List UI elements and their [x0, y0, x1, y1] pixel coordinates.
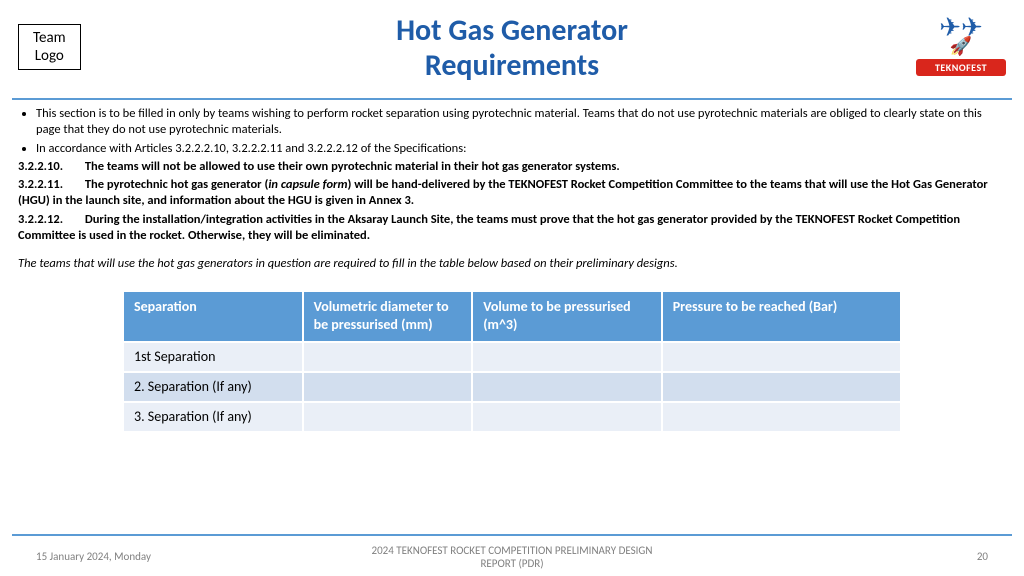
rule-1-num: 3.2.2.10. — [18, 159, 82, 175]
rule-2: 3.2.2.11. The pyrotechnic hot gas genera… — [18, 177, 1006, 210]
table-row: 1st Separation — [123, 342, 901, 372]
slide-footer: 15 January 2024, Monday 2024 TEKNOFEST R… — [0, 544, 1024, 570]
teknofest-logo: ✈✈ 🚀 TEKNOFEST — [916, 16, 1006, 76]
table-row: 3. Separation (If any) — [123, 402, 901, 432]
footer-report-title: 2024 TEKNOFEST ROCKET COMPETITION PRELIM… — [206, 544, 818, 570]
table-header-cell: Separation — [123, 291, 303, 341]
bullet-1: This section is to be filled in only by … — [36, 106, 1006, 139]
table-header-cell: Pressure to be reached (Bar) — [662, 291, 901, 341]
fest-name: TEKNOFEST — [916, 59, 1006, 76]
row-label-cell: 2. Separation (If any) — [123, 372, 303, 402]
rule-1-text: The teams will not be allowed to use the… — [85, 159, 620, 174]
row-label-cell: 3. Separation (If any) — [123, 402, 303, 432]
header-divider — [12, 98, 1012, 100]
data-cell — [303, 342, 473, 372]
footer-date: 15 January 2024, Monday — [36, 550, 206, 563]
rule-2-num: 3.2.2.11. — [18, 177, 82, 193]
data-cell — [662, 372, 901, 402]
footer-divider — [12, 534, 1012, 536]
content-area: This section is to be filled in only by … — [18, 106, 1006, 433]
page-title: Hot Gas Generator Requirements — [0, 0, 1024, 83]
team-logo-line1: Team — [33, 29, 66, 47]
data-cell — [662, 402, 901, 432]
table-header-cell: Volumetric diameter to be pressurised (m… — [303, 291, 473, 341]
rule-3-num: 3.2.2.12. — [18, 212, 82, 228]
rocket-icon: 🚀 — [916, 35, 1006, 57]
bullet-2: In accordance with Articles 3.2.2.2.10, … — [36, 141, 1006, 157]
data-cell — [303, 402, 473, 432]
table-instruction: The teams that will use the hot gas gene… — [18, 256, 1006, 272]
data-cell — [472, 372, 662, 402]
rule-3: 3.2.2.12. During the installation/integr… — [18, 212, 1006, 245]
table-header-cell: Volume to be pressurised (m^3) — [472, 291, 662, 341]
rule-2-text: The pyrotechnic hot gas generator (in ca… — [18, 177, 988, 208]
team-logo-line2: Logo — [35, 47, 64, 65]
intro-bullets: This section is to be filled in only by … — [18, 106, 1006, 157]
title-line2: Requirements — [425, 47, 599, 84]
footer-page-number: 20 — [818, 550, 988, 563]
rule-3-text: During the installation/integration acti… — [18, 212, 960, 243]
data-cell — [472, 342, 662, 372]
hgu-parameters-table: SeparationVolumetric diameter to be pres… — [122, 290, 902, 433]
table-row: 2. Separation (If any) — [123, 372, 901, 402]
rule-1: 3.2.2.10. The teams will not be allowed … — [18, 159, 1006, 175]
team-logo-placeholder: Team Logo — [18, 24, 81, 70]
data-cell — [303, 372, 473, 402]
data-cell — [662, 342, 901, 372]
title-line1: Hot Gas Generator — [396, 12, 628, 49]
row-label-cell: 1st Separation — [123, 342, 303, 372]
data-cell — [472, 402, 662, 432]
